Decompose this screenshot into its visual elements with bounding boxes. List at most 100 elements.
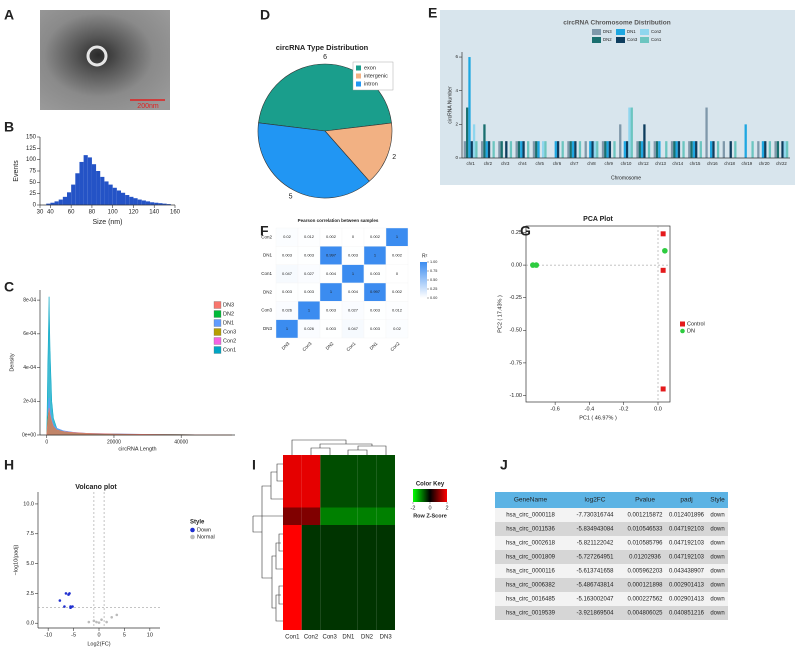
heatmap-cell <box>357 542 377 560</box>
row-label: DN1 <box>263 253 272 258</box>
panel-label: D <box>260 7 270 23</box>
bar <box>487 141 491 158</box>
legend-label: intron <box>364 81 378 87</box>
bar <box>734 141 737 158</box>
cell-label: 0.997 <box>326 253 337 258</box>
data-label: 6 <box>323 54 327 61</box>
bar <box>569 141 572 158</box>
legend-label: Con2 <box>651 29 662 34</box>
x-axis-label: Log2(FC) <box>87 641 110 647</box>
bar <box>483 124 486 158</box>
table-cell: down <box>710 541 724 547</box>
histogram-bar <box>100 176 105 205</box>
legend-swatch <box>213 346 222 354</box>
heatmap-cell <box>283 560 302 578</box>
bar <box>472 124 476 158</box>
bar <box>561 141 564 158</box>
y-tick-label: 100 <box>26 157 37 163</box>
column-header: GeneName <box>514 497 548 504</box>
heatmap-cell <box>376 525 395 543</box>
heatmap-cell <box>357 595 377 613</box>
histogram-bar <box>137 199 142 205</box>
y-tick-label: 0 <box>455 155 458 160</box>
cell-label: 0.997 <box>370 289 381 294</box>
header-cell <box>495 492 566 508</box>
y-tick-label: 6 <box>455 54 458 59</box>
table-cell: down <box>710 569 724 575</box>
bar <box>628 107 631 158</box>
heatmap-cell <box>283 542 302 560</box>
point <box>71 605 74 608</box>
x-tick-label: chr16 <box>707 161 718 166</box>
bar <box>470 141 473 158</box>
table-cell: -5.163002047 <box>576 597 614 603</box>
cell-label: 1 <box>396 234 399 239</box>
histogram-bar <box>58 199 63 205</box>
column-label: Con1 <box>345 341 356 352</box>
histogram-bar <box>71 184 76 205</box>
heatmap-cell <box>320 490 339 508</box>
y-tick-label: 0e+00 <box>22 432 36 438</box>
column-label: DN3 <box>380 635 393 641</box>
column-label: DN2 <box>361 635 374 641</box>
legend-tick-label: 0.75 <box>430 269 437 273</box>
table-cell: 0.010546533 <box>627 527 663 533</box>
table-cell: -5.727264951 <box>576 555 614 561</box>
legend-axis-label: Row Z-Score <box>413 513 447 519</box>
bar <box>710 141 713 158</box>
legend-swatch <box>356 73 361 79</box>
table-cell: 0.010585796 <box>627 541 663 547</box>
y-tick-label: 2e-04 <box>23 399 36 405</box>
column-label: Con1 <box>285 635 300 641</box>
header-cell <box>666 492 707 508</box>
y-tick-label: 2.5 <box>26 591 34 597</box>
cell-label: 0.002 <box>392 253 403 258</box>
heatmap-cell <box>283 472 302 490</box>
x-tick-label: chr1 <box>466 161 475 166</box>
table-row <box>495 592 728 606</box>
bar <box>768 141 772 158</box>
vesicle <box>86 45 108 67</box>
x-tick-label: 20000 <box>107 439 121 445</box>
x-tick-label: 5 <box>123 632 126 638</box>
pie-slice <box>257 122 370 199</box>
header-cell <box>624 492 666 508</box>
cell-label: 0.003 <box>370 271 381 276</box>
histogram-bar <box>96 171 101 205</box>
column-header: Style <box>710 497 725 504</box>
density-area <box>46 407 232 436</box>
cell-label: 0.003 <box>370 308 381 313</box>
header-cell <box>566 492 624 508</box>
bar <box>604 141 607 158</box>
legend-label: Down <box>197 527 211 533</box>
cell-label: 1 <box>286 326 289 331</box>
bar <box>776 141 780 158</box>
x-tick-label: chr12 <box>638 161 649 166</box>
bar <box>606 141 609 158</box>
x-tick-label: 100 <box>108 210 119 216</box>
y-tick-label: -0.75 <box>509 360 522 366</box>
bar <box>655 141 659 158</box>
heatmap-cell <box>339 577 358 595</box>
x-tick-label: chr10 <box>621 161 632 166</box>
cell-label: 1 <box>374 253 377 258</box>
point <box>533 262 540 268</box>
x-tick-label: -5 <box>71 632 76 638</box>
heatmap-cell <box>320 542 339 560</box>
chart-title: circRNA Chromosome Distribution <box>563 20 670 27</box>
heatmap-cell <box>320 577 339 595</box>
y-axis-label: circRNA Number <box>447 86 453 124</box>
x-tick-label: 80 <box>89 210 96 216</box>
table-row <box>495 550 728 564</box>
heatmap-cell <box>376 560 395 578</box>
cell-label: 0.003 <box>304 289 315 294</box>
bar <box>515 141 518 158</box>
cell-label: 0.027 <box>304 271 315 276</box>
x-axis-label: circRNA Length <box>118 446 156 452</box>
bar <box>619 124 622 158</box>
cell-label: 1 <box>330 289 333 294</box>
bar <box>596 141 599 158</box>
cell-label: 0.026 <box>282 308 293 313</box>
bar <box>527 141 530 158</box>
legend-tick-label: 0.50 <box>430 278 437 282</box>
